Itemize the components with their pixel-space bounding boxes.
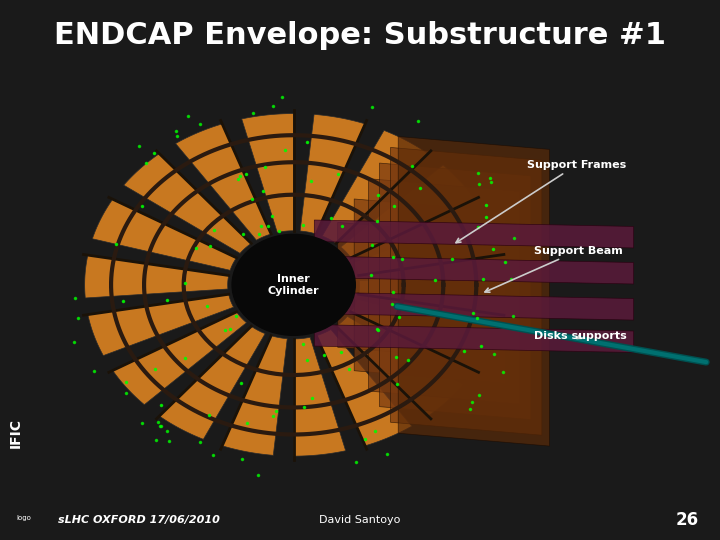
Polygon shape bbox=[390, 147, 541, 435]
Polygon shape bbox=[354, 199, 505, 383]
Polygon shape bbox=[85, 255, 229, 298]
Polygon shape bbox=[159, 326, 265, 440]
Polygon shape bbox=[341, 165, 474, 258]
Polygon shape bbox=[294, 338, 346, 456]
Polygon shape bbox=[379, 163, 531, 420]
Ellipse shape bbox=[232, 234, 355, 335]
Polygon shape bbox=[398, 137, 549, 446]
Polygon shape bbox=[176, 124, 271, 240]
Polygon shape bbox=[88, 294, 233, 356]
Polygon shape bbox=[315, 220, 634, 248]
Text: David Santoyo: David Santoyo bbox=[319, 515, 401, 525]
Polygon shape bbox=[315, 325, 634, 353]
Polygon shape bbox=[124, 154, 251, 253]
Text: Disks supports: Disks supports bbox=[534, 332, 627, 341]
Polygon shape bbox=[316, 329, 412, 446]
Text: sLHC OXFORD 17/06/2010: sLHC OXFORD 17/06/2010 bbox=[58, 515, 220, 525]
Polygon shape bbox=[92, 199, 237, 271]
Polygon shape bbox=[222, 336, 287, 455]
Polygon shape bbox=[336, 316, 464, 416]
Polygon shape bbox=[351, 299, 495, 370]
Text: logo: logo bbox=[16, 515, 31, 522]
Text: IFIC: IFIC bbox=[9, 418, 23, 448]
Text: ENDCAP Envelope: Substructure #1: ENDCAP Envelope: Substructure #1 bbox=[54, 21, 666, 50]
Polygon shape bbox=[315, 256, 634, 284]
Text: Inner
Cylinder: Inner Cylinder bbox=[268, 274, 320, 296]
Ellipse shape bbox=[73, 105, 514, 465]
Text: Support Beam: Support Beam bbox=[485, 246, 623, 292]
Polygon shape bbox=[112, 312, 246, 404]
Polygon shape bbox=[354, 214, 500, 275]
Polygon shape bbox=[315, 292, 634, 320]
Polygon shape bbox=[338, 222, 489, 360]
Text: Support Frames: Support Frames bbox=[456, 160, 626, 242]
Polygon shape bbox=[300, 114, 365, 234]
Polygon shape bbox=[242, 113, 294, 232]
Polygon shape bbox=[369, 179, 520, 404]
Polygon shape bbox=[359, 272, 503, 315]
Text: 26: 26 bbox=[675, 511, 698, 529]
Polygon shape bbox=[323, 130, 428, 244]
